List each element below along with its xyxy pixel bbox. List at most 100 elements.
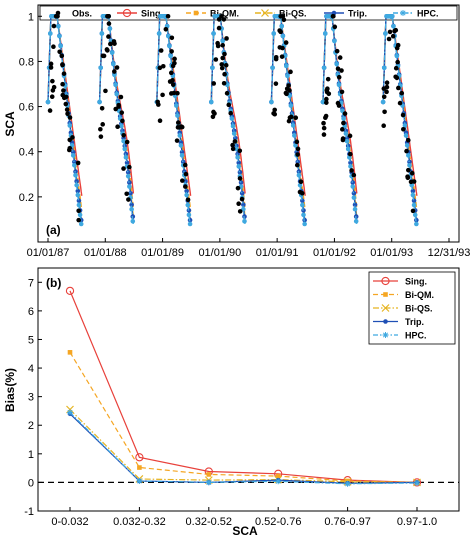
sca-point-hpc — [351, 195, 357, 200]
panel-a-marks — [45, 13, 419, 227]
sca-point-hpc — [75, 192, 81, 198]
obs-dot — [335, 66, 341, 72]
obs-dot — [406, 167, 411, 173]
obs-dot — [387, 29, 393, 35]
obs-dot — [392, 28, 397, 34]
y-tick-label: 6 — [28, 306, 34, 318]
sca-point-hpc — [285, 73, 290, 79]
obs-dot — [321, 120, 326, 126]
obs-dot — [335, 100, 341, 106]
sca-point-hpc — [177, 133, 183, 138]
sca-point-hpc — [175, 113, 180, 118]
legend-label: HPC. — [417, 9, 439, 19]
obs-dot — [271, 111, 276, 116]
obs-dot — [100, 122, 106, 127]
sca-point-hpc — [107, 26, 113, 32]
sca-point-hpc — [302, 221, 307, 227]
obs-dot — [334, 48, 340, 54]
obs-dot — [284, 91, 289, 97]
obs-dot — [293, 115, 299, 121]
obs-dot — [221, 17, 227, 22]
sca-point-hpc — [301, 212, 306, 218]
obs-dot — [121, 166, 126, 171]
sca-point-hpc — [167, 43, 172, 49]
y-tick-label: 1 — [28, 449, 34, 461]
sca-point-hpc — [336, 82, 342, 88]
obs-dot — [178, 124, 184, 129]
sca-point-hpc — [179, 153, 185, 158]
obs-dot — [222, 51, 227, 57]
sca-point-hpc — [174, 103, 179, 108]
y-tick-label: 0 — [28, 477, 34, 489]
sca-point-hpc — [394, 53, 400, 59]
obs-dot — [163, 26, 169, 32]
bias-point-hpc — [344, 480, 351, 487]
sca-point-hpc — [74, 182, 79, 188]
obs-dot — [220, 42, 225, 48]
obs-dot — [51, 44, 56, 49]
obs-dot — [70, 135, 75, 140]
legend-label: Bi-QS. — [405, 304, 433, 314]
bias-point-bi-qm — [275, 473, 281, 479]
sca-point-hpc — [332, 38, 337, 44]
obs-dot — [76, 217, 81, 223]
sca-point-hpc — [407, 162, 412, 168]
x-tick-label: 12/31/93 — [428, 247, 471, 259]
sca-point-hpc — [187, 221, 193, 227]
sca-point-hpc — [270, 65, 275, 71]
obs-dot — [277, 45, 283, 50]
obs-dot — [409, 170, 415, 176]
sca-point-hpc — [343, 131, 349, 136]
sca-point-hpc — [236, 164, 242, 169]
obs-dot — [298, 179, 304, 185]
sca-point-hpc — [391, 23, 396, 29]
sca-point-hpc — [334, 61, 340, 67]
y-tick-label: 0.4 — [19, 147, 34, 159]
sca-point-hpc — [111, 61, 116, 67]
sca-point-hpc — [98, 65, 104, 71]
y-tick-label: 4 — [28, 363, 34, 375]
obs-dot — [222, 71, 227, 77]
bias-point-hpc — [136, 477, 143, 484]
obs-dot — [381, 86, 387, 91]
sca-point-hpc — [296, 172, 302, 178]
x-tick-label: 01/01/90 — [198, 247, 241, 259]
panel-b-ylabel: Bias(%) — [3, 368, 17, 412]
obs-dot — [57, 49, 62, 55]
obs-dot — [351, 172, 357, 178]
obs-dot — [324, 88, 330, 93]
sca-point-hpc — [380, 99, 386, 105]
sca-point-hpc — [344, 138, 350, 144]
sca-point-hpc — [242, 219, 247, 224]
obs-dot — [281, 17, 287, 23]
obs-dot — [213, 57, 219, 62]
obs-dot — [114, 65, 120, 70]
y-tick-label: 5 — [28, 334, 34, 346]
obs-dot — [212, 111, 217, 116]
obs-dot — [103, 88, 108, 94]
sca-point-hpc — [414, 221, 419, 227]
obs-dot — [49, 94, 55, 100]
obs-dot — [170, 78, 175, 83]
panel-a-legend: Obs. Sing. Bi-QM. Bi-QS. Trip. HPC. — [39, 5, 458, 21]
obs-dot — [400, 112, 406, 118]
sca-point-hpc — [284, 63, 289, 69]
x-tick-label: 01/01/89 — [141, 247, 184, 259]
obs-dot — [76, 208, 81, 214]
bias-point-bi-qm — [137, 465, 142, 470]
obs-dot — [48, 61, 54, 67]
sca-point-hpc — [168, 53, 173, 59]
sca-point-hpc — [178, 143, 184, 148]
obs-dot — [211, 81, 217, 86]
obs-dot — [324, 96, 329, 102]
obs-dot — [237, 209, 243, 214]
sca-point-hpc — [271, 31, 277, 36]
obs-dot — [48, 65, 54, 70]
sca-point-hpc — [186, 212, 192, 218]
legend-marker — [261, 9, 269, 17]
obs-dot — [230, 146, 236, 152]
obs-dot — [347, 133, 353, 139]
panel-b-label: (b) — [46, 276, 61, 290]
obs-dot — [219, 62, 225, 67]
obs-dot — [287, 115, 293, 120]
